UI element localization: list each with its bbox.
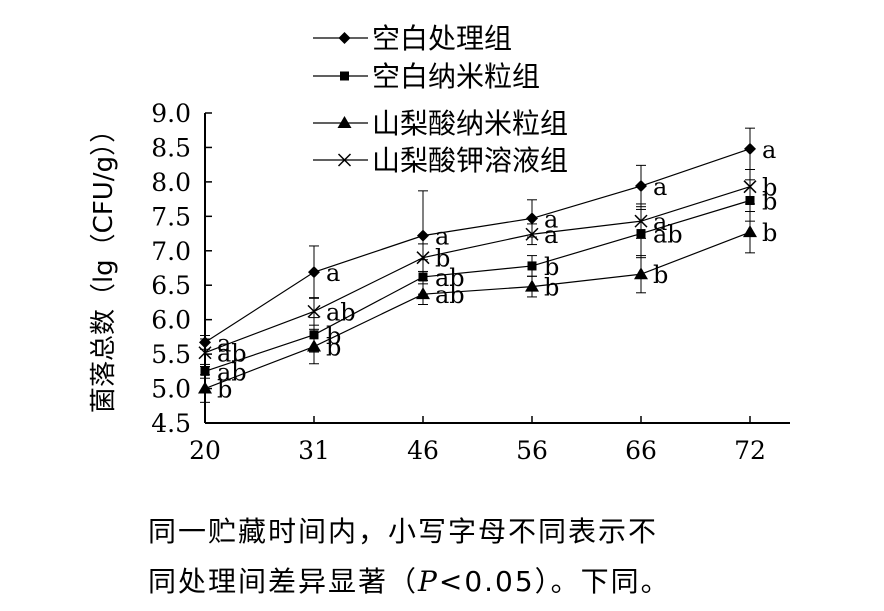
y-tick-label: 7.0 [151, 237, 191, 266]
y-tick-label: 7.5 [151, 202, 191, 231]
x-tick-label: 20 [189, 436, 221, 465]
significance-label: a [653, 208, 667, 236]
significance-label: ab [217, 340, 247, 368]
data-point [416, 287, 430, 300]
significance-label: b [653, 261, 668, 289]
data-point [634, 214, 648, 228]
significance-label: b [762, 219, 777, 247]
data-point [307, 304, 321, 318]
caption-p-symbol: P [418, 565, 439, 598]
axis-ticks: 4.5 5.0 5.5 6.0 6.5 7.0 7.5 8.0 8.5 9.0 20 31 46 56 66… [151, 99, 766, 465]
significance-label: b [326, 334, 341, 362]
significance-label: ab [326, 298, 356, 326]
series-line [204, 186, 751, 354]
data-point [527, 261, 537, 271]
data-point [416, 251, 430, 265]
significance-label: b [217, 376, 232, 404]
significance-label: b [762, 187, 777, 215]
caption-line-2-end: <0.05）。下同。 [438, 565, 671, 598]
y-tick-label: 8.0 [151, 168, 191, 197]
significance-label: a [326, 259, 340, 287]
series-layer [198, 127, 757, 403]
x-tick-label: 31 [298, 436, 330, 465]
significance-label: ab [217, 358, 247, 386]
significance-label: b [762, 174, 777, 202]
caption-line-2: 同处理间差异显著（P<0.05）。下同。 [148, 560, 671, 600]
x-marker-stroke [743, 180, 757, 194]
significance-label: a [653, 173, 667, 201]
y-tick-label: 5.0 [151, 375, 191, 404]
y-axis-label: 菌落总数（lg（CFU/g）） [89, 117, 119, 413]
data-point [307, 339, 321, 352]
series-3 [198, 211, 757, 403]
legend-label: 山梨酸纳米粒组 [372, 107, 568, 140]
x-marker-stroke [634, 214, 648, 228]
significance-label: a [762, 136, 776, 164]
data-point [418, 272, 428, 282]
x-marker-stroke [307, 304, 321, 318]
legend-item-1: 空白处理组 [313, 22, 512, 55]
legend-label: 空白纳米粒组 [372, 60, 540, 93]
y-tick-label: 6.0 [151, 306, 191, 335]
significance-label: ab [653, 221, 683, 249]
data-point [743, 225, 757, 238]
data-point [526, 212, 538, 225]
y-tick-label: 9.0 [151, 99, 191, 128]
series-4 [198, 168, 757, 368]
data-point [525, 279, 539, 292]
significance-label: b [326, 322, 341, 350]
data-point [634, 267, 648, 280]
series-line [204, 148, 751, 343]
bacterial-count-line-chart: 4.5 5.0 5.5 6.0 6.5 7.0 7.5 8.0 8.5 9.0 20 31 46 56 66… [89, 22, 790, 465]
significance-label: a [217, 329, 231, 357]
significance-label: ab [435, 281, 465, 309]
data-point [200, 366, 210, 376]
legend-marker [337, 153, 352, 167]
data-point [417, 229, 429, 242]
series-line [204, 199, 751, 372]
x-marker-stroke [337, 153, 352, 167]
x-marker-stroke [525, 227, 539, 241]
y-tick-label: 4.5 [151, 409, 191, 438]
y-tick-label: 6.5 [151, 271, 191, 300]
data-point [743, 180, 757, 194]
legend-item-3: 山梨酸纳米粒组 [313, 107, 568, 140]
significance-label: ab [435, 264, 465, 292]
legend-item-4: 山梨酸钾溶液组 [313, 144, 568, 177]
series-line [204, 231, 751, 390]
x-tick-label: 56 [516, 436, 548, 465]
data-point [635, 180, 647, 193]
x-marker-stroke [198, 346, 212, 360]
significance-label: b [435, 245, 450, 273]
x-tick-label: 66 [625, 436, 657, 465]
data-point [744, 142, 756, 155]
caption-line-1: 同一贮藏时间内，小写字母不同表示不 [148, 515, 659, 548]
data-point [525, 227, 539, 241]
y-tick-label: 5.5 [151, 340, 191, 369]
series-2 [200, 179, 755, 379]
x-tick-label: 72 [734, 436, 766, 465]
data-point [198, 381, 212, 394]
significance-label: b [544, 274, 559, 302]
data-point [198, 346, 212, 360]
legend-label: 山梨酸钾溶液组 [372, 144, 568, 177]
y-tick-label: 8.5 [151, 133, 191, 162]
significance-label: a [544, 221, 558, 249]
significance-label: a [544, 205, 558, 233]
legend-label: 空白处理组 [372, 22, 512, 55]
caption-line-2-start: 同处理间差异显著（ [148, 565, 419, 598]
legend-item-2: 空白纳米粒组 [313, 60, 540, 93]
legend-marker [340, 71, 349, 81]
x-tick-label: 46 [407, 436, 439, 465]
data-point [308, 266, 320, 279]
x-marker-stroke [416, 251, 430, 265]
legend-marker [337, 116, 352, 128]
legend-marker [338, 32, 351, 44]
significance-label: b [544, 253, 559, 281]
significance-label: a [435, 223, 449, 251]
